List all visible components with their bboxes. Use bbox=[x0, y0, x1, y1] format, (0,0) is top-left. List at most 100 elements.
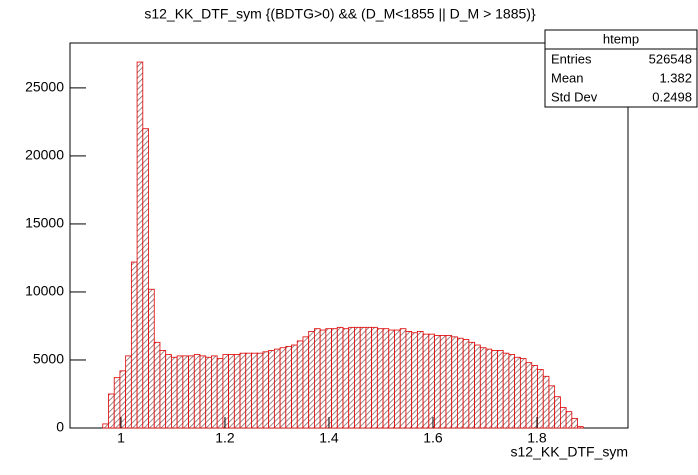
bar bbox=[365, 326, 373, 429]
x-tick-label: 1 bbox=[117, 430, 125, 446]
x-tick-label: 1.8 bbox=[527, 430, 547, 446]
bar bbox=[348, 326, 355, 429]
bar bbox=[285, 345, 292, 429]
bar bbox=[497, 350, 504, 429]
bar bbox=[354, 326, 361, 429]
bar bbox=[125, 355, 132, 429]
stats-label: Entries bbox=[551, 51, 592, 66]
bar bbox=[113, 377, 121, 429]
bar bbox=[262, 351, 270, 429]
bar bbox=[434, 335, 441, 429]
bar bbox=[485, 348, 493, 429]
bar bbox=[268, 350, 275, 429]
bar bbox=[439, 335, 447, 429]
bar bbox=[251, 352, 258, 429]
bar bbox=[405, 331, 413, 429]
bar bbox=[136, 61, 144, 429]
stats-title: htemp bbox=[603, 31, 639, 46]
bar bbox=[193, 354, 201, 429]
stats-value: 526548 bbox=[649, 51, 692, 66]
bar bbox=[422, 333, 430, 429]
bar bbox=[571, 418, 578, 429]
bar bbox=[508, 354, 516, 429]
bar bbox=[308, 331, 315, 429]
y-tick-label: 0 bbox=[56, 419, 64, 435]
bar bbox=[399, 328, 407, 429]
bar bbox=[388, 329, 395, 429]
stats-value: 1.382 bbox=[659, 70, 692, 85]
bar bbox=[577, 426, 584, 429]
bar bbox=[336, 326, 344, 429]
bar bbox=[394, 329, 401, 429]
bar bbox=[279, 347, 287, 429]
x-axis-label: s12_KK_DTF_sym bbox=[511, 444, 628, 460]
bar bbox=[228, 354, 235, 429]
bar bbox=[102, 423, 109, 429]
bar bbox=[142, 128, 149, 429]
bar bbox=[457, 337, 464, 429]
bar bbox=[479, 347, 487, 429]
bar bbox=[462, 339, 470, 429]
bar bbox=[491, 350, 498, 429]
bar bbox=[428, 333, 435, 429]
bar bbox=[382, 328, 390, 429]
bar bbox=[159, 350, 167, 429]
bar bbox=[199, 355, 207, 429]
stats-box: htemp bbox=[544, 29, 698, 108]
bar bbox=[216, 358, 224, 429]
bar bbox=[148, 288, 155, 429]
y-tick-label: 10000 bbox=[25, 283, 64, 299]
bar bbox=[342, 328, 350, 429]
bar bbox=[376, 328, 384, 429]
y-tick-label: 20000 bbox=[25, 147, 64, 163]
bar bbox=[188, 355, 195, 429]
bar bbox=[474, 344, 481, 429]
bar bbox=[211, 355, 218, 429]
bar bbox=[302, 336, 310, 429]
bar bbox=[205, 356, 212, 429]
bar bbox=[371, 326, 378, 429]
y-tick-label: 25000 bbox=[25, 79, 64, 95]
bar bbox=[554, 396, 561, 429]
bar bbox=[233, 354, 241, 429]
stats-label: Std Dev bbox=[551, 89, 598, 104]
bar bbox=[468, 341, 475, 429]
y-tick-label: 15000 bbox=[25, 215, 64, 231]
stats-label: Mean bbox=[551, 70, 584, 85]
bar bbox=[542, 375, 550, 429]
bar bbox=[519, 358, 527, 429]
bar bbox=[416, 331, 424, 429]
bar bbox=[451, 336, 458, 429]
bar bbox=[537, 369, 544, 429]
bar bbox=[445, 335, 453, 429]
x-tick-label: 1.6 bbox=[423, 430, 443, 446]
bar bbox=[514, 356, 521, 429]
bar bbox=[314, 328, 321, 429]
bar bbox=[153, 341, 161, 429]
bar bbox=[325, 328, 332, 429]
y-tick-label: 5000 bbox=[33, 351, 64, 367]
bar bbox=[171, 356, 178, 429]
bar bbox=[222, 354, 230, 429]
bar bbox=[182, 355, 189, 429]
bar bbox=[256, 352, 264, 429]
x-tick-label: 1.2 bbox=[215, 430, 235, 446]
bar bbox=[108, 393, 115, 429]
bar bbox=[165, 354, 172, 429]
bar bbox=[319, 329, 327, 429]
bar bbox=[359, 326, 367, 429]
bar bbox=[296, 340, 304, 429]
bar bbox=[411, 332, 418, 429]
bar bbox=[176, 355, 184, 429]
bar bbox=[239, 352, 247, 429]
bar bbox=[130, 261, 138, 429]
stats-value: 0.2498 bbox=[652, 89, 692, 104]
chart-title: s12_KK_DTF_sym {(BDTG>0) && (D_M<1855 ||… bbox=[144, 6, 536, 22]
bar bbox=[502, 352, 510, 429]
bar bbox=[548, 385, 556, 429]
bar bbox=[273, 348, 281, 429]
x-tick-label: 1.4 bbox=[319, 430, 339, 446]
bar bbox=[525, 362, 533, 429]
bar bbox=[291, 344, 298, 429]
